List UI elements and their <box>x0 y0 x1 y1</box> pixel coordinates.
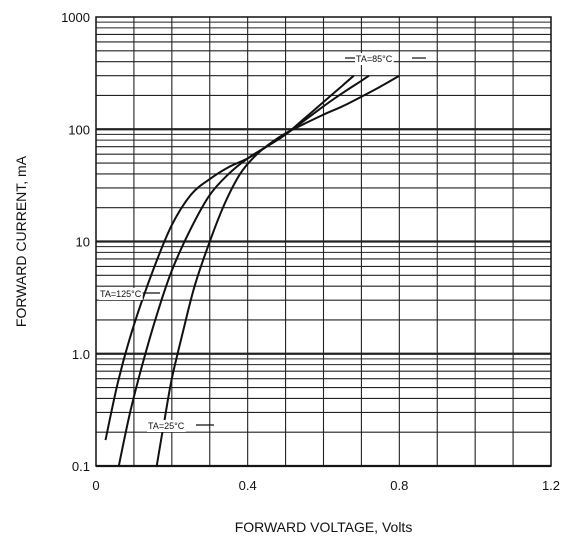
curve-label-background <box>99 288 143 300</box>
curve-label: TA=85°C <box>356 54 393 64</box>
x-tick-label: 1.2 <box>542 478 560 493</box>
x-tick-label: 0.8 <box>390 478 408 493</box>
series-line-2 <box>155 74 400 467</box>
curve-labels: TA=125°C TA=85°C TA=25°C <box>99 53 426 432</box>
y-tick-label: 100 <box>68 122 90 137</box>
tick-labels: 0 0.4 0.8 1.2 0.1 1.0 10 100 1000 <box>61 10 560 493</box>
y-tick-label: 0.1 <box>72 459 90 474</box>
curves <box>104 74 400 467</box>
plot-frame <box>95 16 552 467</box>
y-tick-label: 10 <box>76 235 90 250</box>
y-tick-label: 1000 <box>61 10 90 25</box>
x-tick-label: 0.4 <box>239 478 257 493</box>
curve-label: TA=25°C <box>148 421 185 431</box>
curve-label-background <box>147 420 186 432</box>
curve-label: TA=125°C <box>100 289 142 299</box>
y-tick-label: 1.0 <box>72 347 90 362</box>
x-tick-label: 0 <box>92 478 99 493</box>
series-line-1 <box>117 74 370 467</box>
x-axis-label: FORWARD VOLTAGE, Volts <box>235 519 413 535</box>
curve-label-background <box>355 53 394 65</box>
y-axis-label: FORWARD CURRENT, mA <box>13 155 29 327</box>
series-line-0 <box>104 74 355 441</box>
